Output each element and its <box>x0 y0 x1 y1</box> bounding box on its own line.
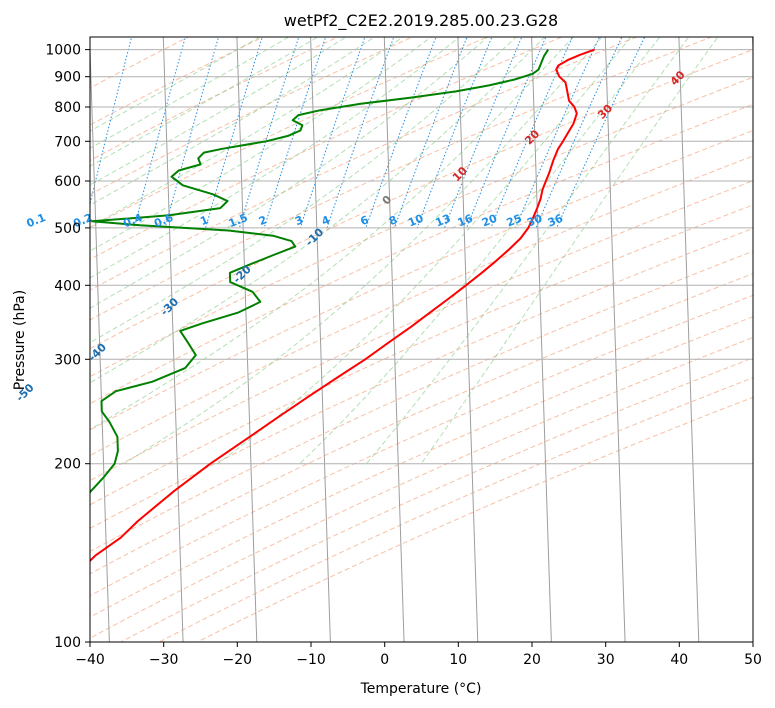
isotherm-line <box>457 37 479 642</box>
x-tick-label: 50 <box>744 652 762 668</box>
dry-adiabat-line <box>90 316 753 618</box>
mixing-ratio-label: 30 <box>525 212 544 230</box>
line-labels: 0.10.20.40.611.52346810131620253036-100-… <box>13 68 688 404</box>
dry-adiabat-line <box>90 336 753 639</box>
y-tick-label: 500 <box>54 221 81 237</box>
mixing-ratio-line <box>535 37 623 229</box>
y-tick-label: 200 <box>54 457 81 473</box>
dry-adiabat-line <box>90 37 638 291</box>
x-axis: −40 −30 −20 −10 0 10 20 30 40 50 <box>75 642 762 668</box>
plot-frame <box>89 36 754 643</box>
mixing-ratio-label: 8 <box>387 213 399 228</box>
moist-adiabat-line <box>90 37 432 252</box>
isotherm-line <box>90 37 110 642</box>
temperature-line <box>90 48 595 563</box>
y-tick-label: 300 <box>54 352 81 368</box>
mixing-ratio-label: 6 <box>359 213 371 228</box>
dry-adiabat-line <box>90 294 753 597</box>
isotherm-label: -30 <box>158 295 181 318</box>
isotherm-line <box>236 37 258 642</box>
mixing-ratio-label: 0.1 <box>25 211 48 230</box>
moist-adiabat-line <box>90 37 574 431</box>
mixing-ratio-line <box>205 37 263 229</box>
mixing-ratio-line <box>90 37 133 207</box>
y-tick-label: 700 <box>54 134 81 150</box>
y-tick-label: 600 <box>54 174 81 190</box>
mixing-ratio-label: 20 <box>480 212 499 230</box>
isotherm-line <box>678 37 700 642</box>
dry-adiabat-line <box>90 37 414 196</box>
isotherm-line <box>531 37 552 642</box>
moist-adiabat-line <box>299 37 661 465</box>
dry-adiabat-line <box>158 377 753 642</box>
isotherm-label: 40 <box>668 68 688 88</box>
x-tick-label: 40 <box>670 652 688 668</box>
moist-adiabat-line <box>123 37 603 465</box>
dry-adiabat-line <box>90 37 265 126</box>
mixing-ratio-line <box>443 37 523 229</box>
moist-adiabat-line <box>366 37 690 465</box>
isotherm-line <box>752 37 753 65</box>
dry-adiabat-line <box>90 37 489 229</box>
y-tick-label: 900 <box>54 70 81 86</box>
y-tick-label: 800 <box>54 100 81 116</box>
x-tick-label: 30 <box>597 652 615 668</box>
moist-adiabat-line <box>90 37 347 186</box>
y-axis: 100 200 300 400 500 600 700 800 900 1000 <box>45 43 90 651</box>
mixing-ratio-label: 2 <box>257 213 269 228</box>
moist-adiabat-line <box>90 37 517 344</box>
x-axis-label: Temperature (°C) <box>360 681 482 697</box>
background-lines <box>90 37 753 642</box>
dry-adiabat-line <box>90 37 564 260</box>
isotherm-line <box>604 37 626 642</box>
mixing-ratio-line <box>263 37 327 229</box>
x-tick-label: 20 <box>523 652 541 668</box>
isotherm-label: -10 <box>303 225 326 248</box>
mixing-ratio-label: 13 <box>434 212 453 230</box>
mixing-ratio-label: 1 <box>198 213 210 228</box>
moist-adiabat-line <box>90 37 546 384</box>
moist-adiabat-line <box>90 37 461 279</box>
mixing-ratio-label: 4 <box>320 213 332 228</box>
moist-adiabat-line <box>90 37 489 309</box>
x-tick-label: −40 <box>75 652 105 668</box>
mixing-ratio-label: 16 <box>456 212 475 230</box>
y-tick-label: 1000 <box>45 43 81 59</box>
moist-adiabat-line <box>90 37 261 132</box>
mixing-ratio-line <box>466 37 547 229</box>
x-tick-label: 0 <box>380 652 389 668</box>
isotherm-line <box>383 37 405 642</box>
x-tick-label: −20 <box>223 652 253 668</box>
y-axis-label: Pressure (hPa) <box>12 290 28 390</box>
mixing-ratio-label: 10 <box>406 212 425 230</box>
dry-adiabat-line <box>90 37 340 162</box>
moist-adiabat-line <box>90 37 376 206</box>
moist-adiabat-line <box>90 37 404 228</box>
x-tick-label: 10 <box>449 652 467 668</box>
moist-adiabat-line <box>90 37 290 149</box>
chart-title: wetPf2_C2E2.2019.285.00.23.G28 <box>284 11 558 31</box>
series-lines <box>90 48 595 563</box>
gridlines <box>90 37 753 642</box>
dry-adiabat-line <box>120 357 753 642</box>
mixing-ratio-label: 25 <box>505 212 524 230</box>
isotherm-line <box>162 37 184 642</box>
mixing-ratio-line <box>164 37 220 229</box>
isotherm-label: -40 <box>86 341 109 364</box>
y-tick-label: 400 <box>54 278 81 294</box>
moist-adiabat-line <box>217 37 632 465</box>
dry-adiabat-line <box>90 180 753 482</box>
mixing-ratio-line <box>238 37 300 229</box>
mixing-ratio-label: 36 <box>546 212 565 230</box>
y-tick-label: 100 <box>54 635 81 651</box>
moist-adiabat-line <box>90 37 319 167</box>
isotherm-line <box>310 37 331 642</box>
x-tick-label: −30 <box>149 652 179 668</box>
mixing-ratio-label: 3 <box>293 213 305 228</box>
dewpoint-line <box>90 49 550 494</box>
x-tick-label: −10 <box>296 652 326 668</box>
